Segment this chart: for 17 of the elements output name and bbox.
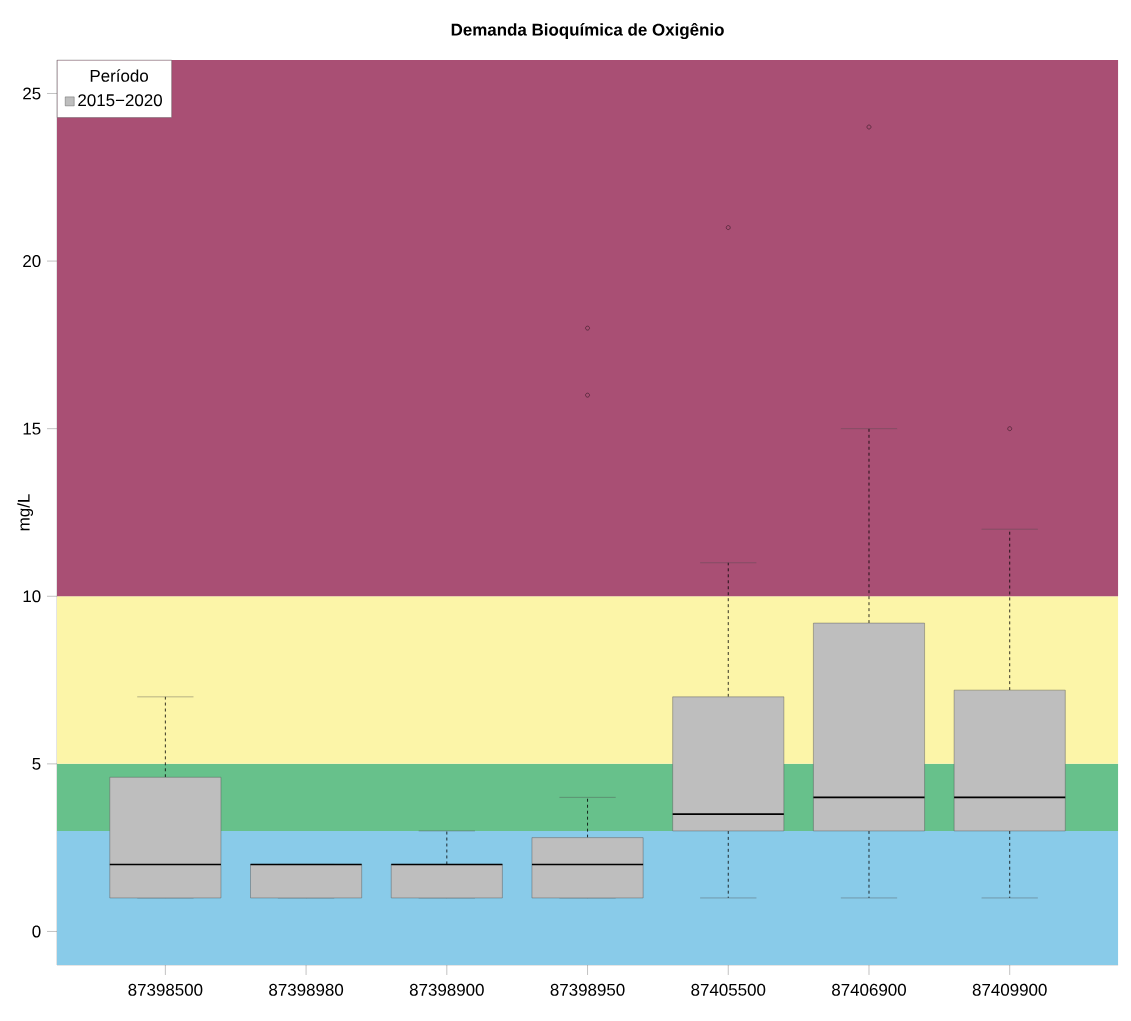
y-tick-label: 15 xyxy=(23,422,41,435)
x-tick-label: 87406900 xyxy=(832,983,906,996)
x-tick-label: 87398500 xyxy=(128,983,203,996)
y-tick-label: 5 xyxy=(32,757,41,770)
x-tick-label: 87398950 xyxy=(550,983,625,996)
x-tick-label: 87398900 xyxy=(409,983,484,996)
y-tick-label: 0 xyxy=(32,925,41,938)
y-axis-title: mg/L xyxy=(17,494,34,531)
y-tick-label: 20 xyxy=(23,255,41,268)
y-tick-label: 25 xyxy=(23,87,41,100)
x-tick-label: 87398980 xyxy=(269,983,344,996)
legend-title: Período xyxy=(90,69,148,82)
y-tick-label: 10 xyxy=(23,590,41,603)
x-tick-label: 87409900 xyxy=(972,983,1047,996)
legend-label: 2015−2020 xyxy=(78,94,162,107)
chart-title: Demanda Bioquímica de Oxigênio xyxy=(451,22,724,40)
x-tick-label: 87405500 xyxy=(691,983,766,996)
